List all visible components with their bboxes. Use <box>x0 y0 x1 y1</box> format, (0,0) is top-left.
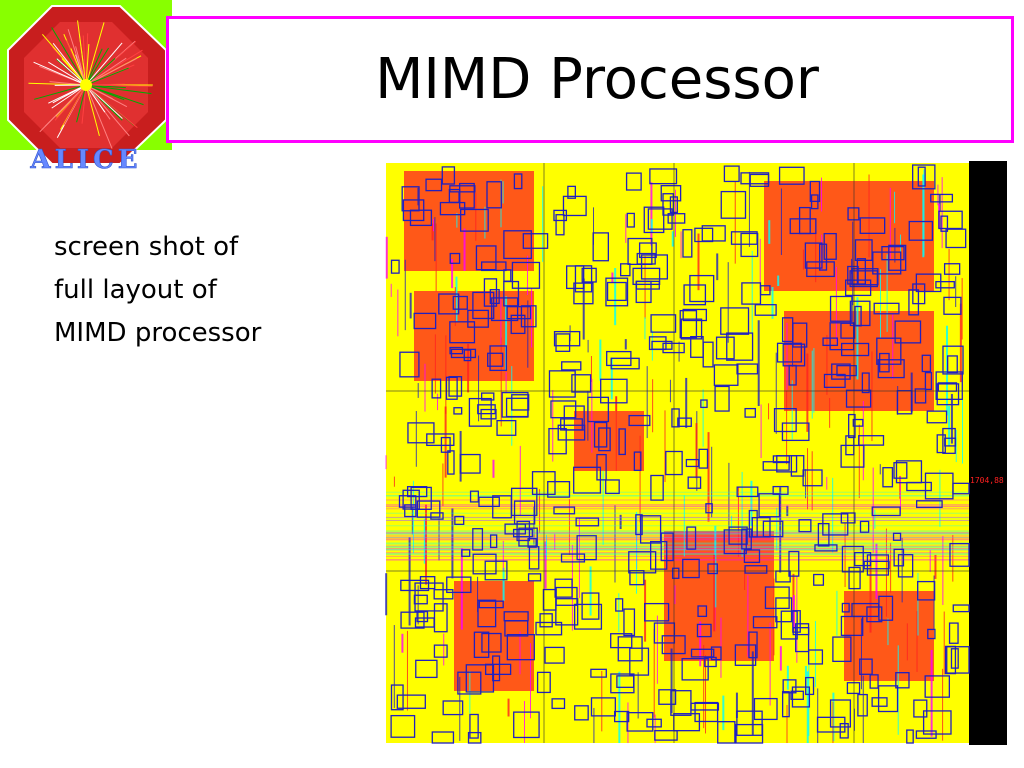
body-line: screen shot of <box>54 232 239 262</box>
chip-layout-image: 1704,88 <box>384 161 1007 745</box>
layout-scale-label: 1704,88 <box>970 476 1004 485</box>
title-box: MIMD Processor <box>166 16 1014 143</box>
logo-lettering: ALICE <box>29 145 141 172</box>
alice-logo: ALICE <box>0 0 172 172</box>
body-text: screen shot of full layout of MIMD proce… <box>54 226 364 355</box>
body-line: MIMD processor <box>54 318 262 348</box>
body-line: full layout of <box>54 275 217 305</box>
slide-title: MIMD Processor <box>375 47 819 112</box>
